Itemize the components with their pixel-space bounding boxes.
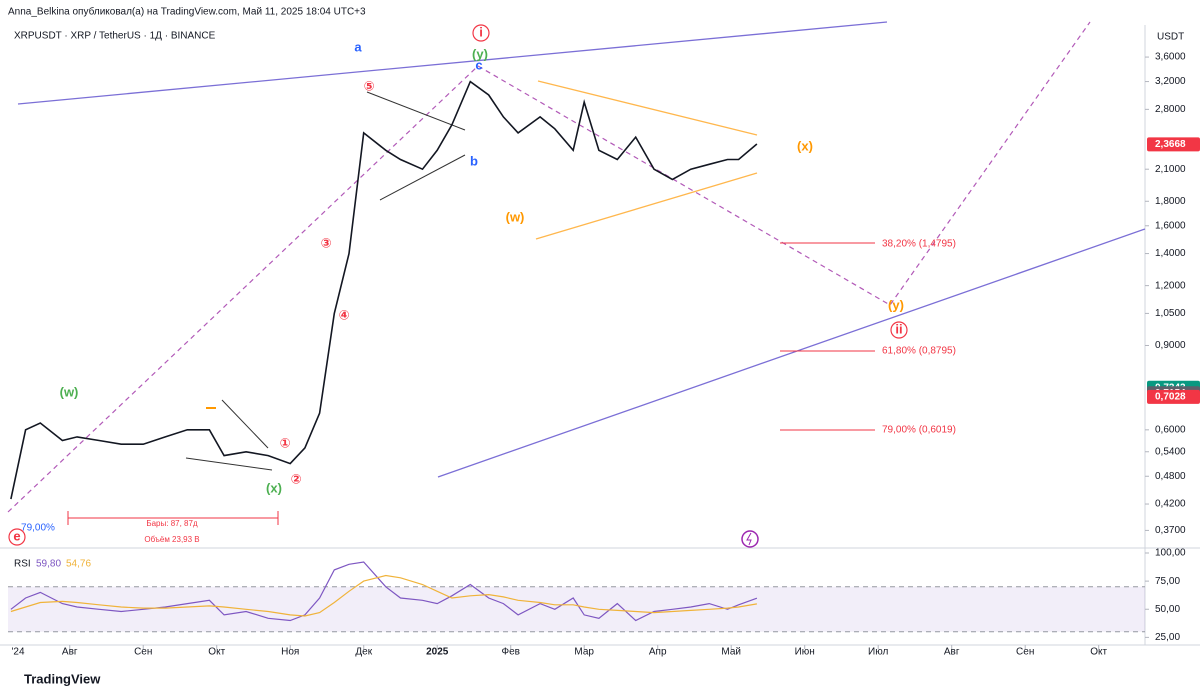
currency-label: USDT [1157,32,1184,43]
channel-line [437,228,1146,478]
y-tick-label: 50,00 [1155,604,1180,615]
wave-label: (w) [506,209,525,224]
wave-label: (y) [888,297,904,312]
y-tick-label: 2,8000 [1155,104,1186,115]
channel-line [17,21,888,105]
y-tick-label: 0,4800 [1155,471,1186,482]
triangle-line [221,399,269,449]
header: Anna_Belkina опубликовал(а) на TradingVi… [8,6,366,18]
wave-label: Объём 23,93 B [144,535,199,544]
wave-label: ⑤ [363,78,374,93]
x-tick-label: '24 [11,647,24,658]
event-icon-bolt [746,532,752,546]
wave-label: c [475,57,482,72]
x-tick-label: Фев [501,647,519,658]
series-line [10,80,758,500]
y-tick-label: 0,9000 [1155,340,1186,351]
footer-logo: TradingView [24,671,101,686]
wave-label: (x) [266,480,282,495]
y-tick-label: 25,00 [1155,632,1180,643]
x-tick-label: Ноя [281,647,299,658]
y-tick-label: 1,4000 [1155,248,1186,259]
wave-label: (x) [797,138,813,153]
x-tick-label: Авг [62,647,78,658]
wave-label: e [13,528,20,543]
x-tick-label: Мар [574,647,594,658]
price-label: 0,7028 [1155,392,1186,403]
y-tick-label: 1,6000 [1155,220,1186,231]
wave-label: (y) [472,46,488,61]
rsi-value: 59,80 [36,559,61,570]
wave-circle [890,321,908,339]
x-tick-label: Дек [355,647,372,658]
wave-label: ② [290,471,301,486]
wave-label: i [479,24,483,39]
wave-label: (w) [60,384,79,399]
wave-label: 79,00% [21,523,55,534]
x-tick-label: Сен [134,647,152,658]
wave-circle [8,528,26,546]
x-tick-label: Сен [1016,647,1034,658]
y-tick-label: 1,0500 [1155,308,1186,319]
series-line [10,561,758,622]
rsi-title: RSI [14,559,31,570]
price-label-box [1147,389,1200,404]
y-tick-label: 100,00 [1155,548,1186,559]
drawings [7,21,1146,548]
x-tick-label: 2025 [426,647,449,658]
wave-label: ① [279,435,290,450]
wave-path [7,21,1091,513]
rsi-value: 54,76 [66,559,91,570]
x-tick-label: Авг [944,647,960,658]
wave-circle [472,24,490,42]
triangle-line [185,457,273,471]
wave-label: b [470,153,478,168]
symbol-legend: XRPUSDT · XRP / TetherUS · 1Д · BINANCE [14,31,216,42]
x-tick-label: Июл [868,647,888,658]
triangle-line [537,80,758,136]
y-tick-label: 2,1000 [1155,164,1186,175]
y-tick-label: 0,6000 [1155,424,1186,435]
y-tick-label: 0,5400 [1155,446,1186,457]
triangle-line [366,91,466,131]
wave-label: 79,00% (0,6019) [882,425,956,436]
y-tick-label: 1,2000 [1155,280,1186,291]
y-tick-label: 3,6000 [1155,52,1186,63]
rsi-band [8,586,1145,632]
price-label: 2,3668 [1155,139,1186,150]
y-tick-label: 75,00 [1155,576,1180,587]
series-line [10,574,758,617]
triangle-line [535,172,758,240]
y-tick-label: 0,3700 [1155,525,1186,536]
y-tick-label: 3,2000 [1155,76,1186,87]
x-tick-label: Апр [649,647,667,658]
wave-label: ii [895,321,902,336]
wave-label: 38,20% (1,4795) [882,239,956,250]
event-icon[interactable] [741,530,759,548]
x-tick-label: Окт [1090,647,1107,658]
wave-label: ④ [338,307,349,322]
wave-label: 61,80% (0,8795) [882,346,956,357]
y-tick-label: 0,4200 [1155,499,1186,510]
wave-label: ③ [320,235,331,250]
wave-label: Бары: 87, 87д [146,519,198,528]
x-tick-label: Июн [795,647,815,658]
x-tick-label: Май [721,647,741,658]
price-label-box [1147,137,1200,152]
triangle-line [379,154,466,201]
x-tick-label: Окт [208,647,225,658]
wave-label: a [354,39,362,54]
y-tick-label: 1,8000 [1155,196,1186,207]
